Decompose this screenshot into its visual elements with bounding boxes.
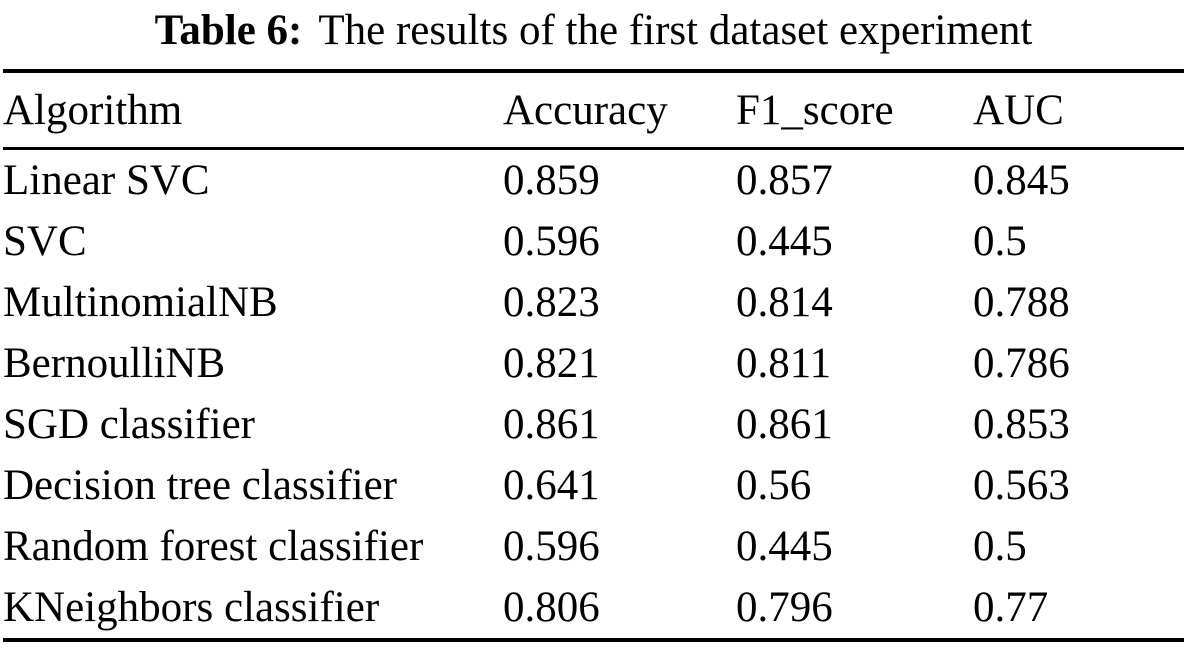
- table-caption: Table 6: The results of the first dataset…: [0, 0, 1187, 56]
- cell-auc: 0.563: [973, 462, 1070, 509]
- cell-algorithm: SGD classifier: [3, 401, 255, 448]
- table-row: Decision tree classifier 0.641 0.56 0.56…: [3, 455, 1184, 516]
- cell-f1-score: 0.56: [736, 462, 812, 509]
- cell-auc: 0.77: [973, 584, 1049, 631]
- cell-algorithm: Decision tree classifier: [3, 462, 397, 509]
- cell-auc: 0.845: [973, 157, 1070, 204]
- column-header-accuracy: Accuracy: [503, 71, 736, 150]
- cell-f1-score: 0.811: [736, 340, 832, 387]
- table-row: KNeighbors classifier 0.806 0.796 0.77: [3, 577, 1184, 640]
- table-row: SVC 0.596 0.445 0.5: [3, 211, 1184, 272]
- column-header-f1-score: F1_score: [736, 71, 973, 150]
- cell-auc: 0.788: [973, 279, 1070, 326]
- table-row: Random forest classifier 0.596 0.445 0.5: [3, 516, 1184, 577]
- cell-f1-score: 0.861: [736, 401, 833, 448]
- table-header-row: Algorithm Accuracy F1_score AUC: [3, 71, 1184, 150]
- cell-algorithm: MultinomialNB: [3, 279, 278, 326]
- cell-algorithm: Linear SVC: [3, 157, 210, 204]
- cell-algorithm: BernoulliNB: [3, 340, 226, 387]
- cell-f1-score: 0.857: [736, 157, 833, 204]
- column-header-auc: AUC: [973, 71, 1184, 150]
- table-row: SGD classifier 0.861 0.861 0.853: [3, 394, 1184, 455]
- cell-accuracy: 0.861: [503, 401, 600, 448]
- cell-f1-score: 0.814: [736, 279, 833, 326]
- table-row: MultinomialNB 0.823 0.814 0.788: [3, 272, 1184, 333]
- cell-accuracy: 0.821: [503, 340, 600, 387]
- cell-auc: 0.5: [973, 523, 1027, 570]
- cell-auc: 0.5: [973, 218, 1027, 265]
- cell-algorithm: Random forest classifier: [3, 523, 424, 570]
- cell-f1-score: 0.445: [736, 523, 833, 570]
- table-caption-label: Table 6:: [154, 7, 303, 54]
- results-table: Algorithm Accuracy F1_score AUC Linear S…: [3, 69, 1184, 642]
- table-caption-text: The results of the first dataset experim…: [318, 7, 1033, 54]
- table-row: BernoulliNB 0.821 0.811 0.786: [3, 333, 1184, 394]
- column-header-algorithm: Algorithm: [3, 71, 503, 150]
- cell-accuracy: 0.823: [503, 279, 600, 326]
- table-row: Linear SVC 0.859 0.857 0.845: [3, 149, 1184, 212]
- cell-accuracy: 0.806: [503, 584, 600, 631]
- cell-auc: 0.786: [973, 340, 1070, 387]
- cell-accuracy: 0.596: [503, 218, 600, 265]
- cell-algorithm: SVC: [3, 218, 87, 265]
- cell-accuracy: 0.641: [503, 462, 600, 509]
- cell-f1-score: 0.445: [736, 218, 833, 265]
- cell-auc: 0.853: [973, 401, 1070, 448]
- cell-algorithm: KNeighbors classifier: [3, 584, 380, 631]
- cell-accuracy: 0.859: [503, 157, 600, 204]
- cell-accuracy: 0.596: [503, 523, 600, 570]
- cell-f1-score: 0.796: [736, 584, 833, 631]
